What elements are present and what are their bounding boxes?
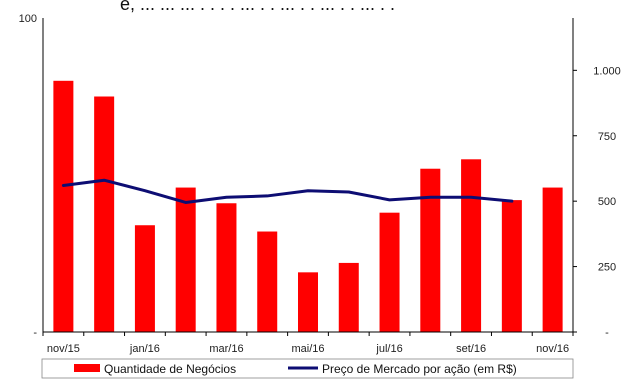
bar-jun/16 <box>338 262 359 332</box>
bar-fev/16 <box>175 187 196 332</box>
right-tick-label: 250 <box>598 262 616 274</box>
legend-line-label: Preço de Mercado por ação (em R$) <box>322 362 517 376</box>
x-tick-label: nov/16 <box>536 343 569 355</box>
bar-abr/16 <box>257 231 278 332</box>
bar-mai/16 <box>298 272 318 332</box>
bar-mar/16 <box>216 203 237 332</box>
bar-nov/16 <box>542 187 563 332</box>
right-tick-label: 750 <box>598 131 616 143</box>
bar-nov/15 <box>53 80 74 332</box>
bar-out/16 <box>501 200 522 332</box>
line-layer <box>61 178 514 204</box>
axes-layer <box>42 18 577 336</box>
bar-jul/16 <box>379 212 400 332</box>
legend-bar-label: Quantidade de Negócios <box>104 362 236 376</box>
x-tick-label: mar/16 <box>209 343 243 355</box>
x-tick-label: jul/16 <box>375 343 402 355</box>
legend-bar-swatch <box>74 364 100 372</box>
bar-set/16 <box>461 159 482 332</box>
right-tick-label: 1.000 <box>593 65 621 77</box>
right-tick-label: - <box>605 327 609 339</box>
left-tick-label: - <box>33 327 37 339</box>
chart-title-fragment: e, ... ... ... . . . . ... . . ... . . .… <box>120 0 395 14</box>
x-tick-label: mai/16 <box>291 343 324 355</box>
left-tick-label: 100 <box>19 13 37 25</box>
x-tick-label: jan/16 <box>129 343 160 355</box>
legend: Quantidade de Negócios Preço de Mercado p… <box>41 358 574 379</box>
x-tick-label: nov/15 <box>47 343 80 355</box>
bars-layer <box>53 80 563 332</box>
bar-jan/16 <box>134 225 155 332</box>
x-tick-label: set/16 <box>456 343 486 355</box>
bar-ago/16 <box>420 168 441 332</box>
right-tick-label: 500 <box>598 196 616 208</box>
price-line <box>61 178 514 204</box>
bar-dez/15 <box>94 96 115 332</box>
